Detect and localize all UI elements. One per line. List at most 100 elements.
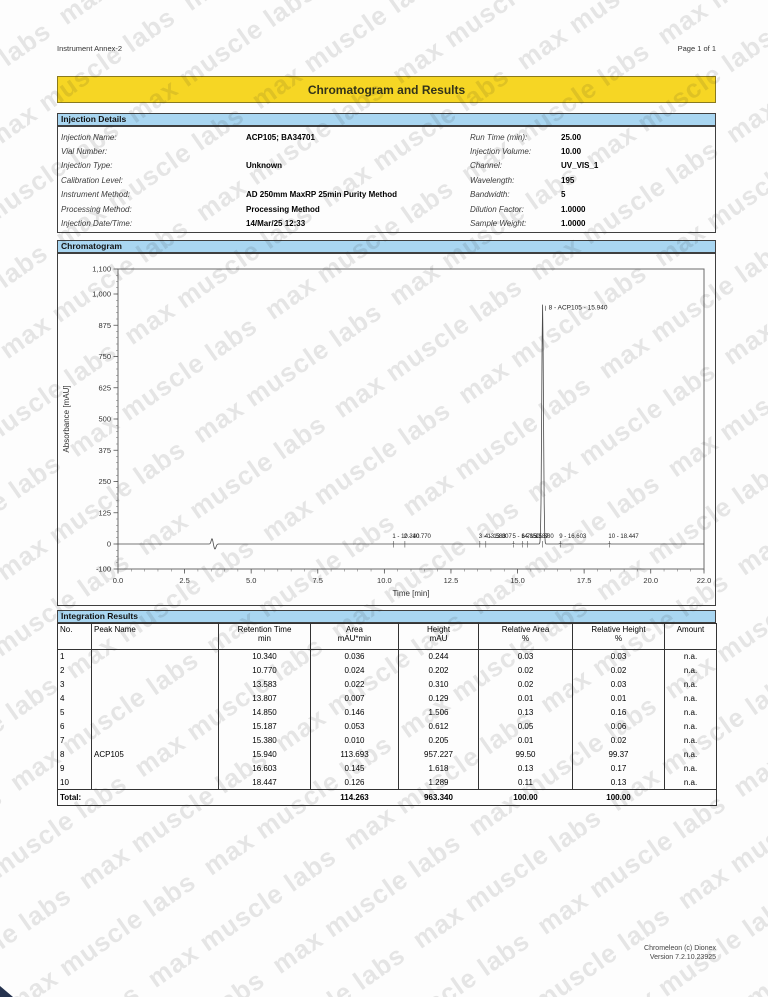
peak-value: 1.618 bbox=[398, 761, 479, 776]
field-value: ACP105; BA34701 bbox=[246, 132, 315, 142]
field-value: Unknown bbox=[246, 161, 282, 171]
peak-value: n.a. bbox=[664, 663, 717, 678]
page-number-label: Page 1 of 1 bbox=[677, 44, 716, 53]
peak-value: n.a. bbox=[664, 761, 717, 776]
peak-name bbox=[91, 649, 219, 664]
x-tick-label: 20.0 bbox=[643, 576, 658, 585]
table-row: 2 10.770 0.024 0.202 0.02 0.02 n.a. bbox=[57, 663, 717, 678]
table-row: 10 18.447 0.126 1.289 0.11 0.13 n.a. bbox=[57, 775, 717, 790]
field-value: 1.0000 bbox=[561, 204, 586, 214]
peak-value: 957.227 bbox=[398, 747, 479, 762]
x-tick-label: 2.5 bbox=[179, 576, 189, 585]
total-value: 100.00 bbox=[572, 789, 665, 806]
injection-detail-row: Instrument Method: AD 250mm MaxRP 25min P… bbox=[61, 188, 461, 202]
peak-name bbox=[91, 705, 219, 720]
table-row: 9 16.603 0.145 1.618 0.13 0.17 n.a. bbox=[57, 761, 717, 776]
peak-value: 13.807 bbox=[218, 691, 311, 706]
peak-value: 1.506 bbox=[398, 705, 479, 720]
peak-label: 10 - 18.447 bbox=[608, 534, 639, 540]
y-tick-label: 1,100 bbox=[92, 265, 111, 274]
field-label: Injection Date/Time: bbox=[61, 219, 133, 229]
field-value: UV_VIS_1 bbox=[561, 161, 599, 171]
peak-name bbox=[91, 733, 219, 748]
field-value: Processing Method bbox=[246, 204, 320, 214]
peak-value: n.a. bbox=[664, 649, 717, 664]
peak-label: 9 - 16.603 bbox=[559, 534, 587, 540]
page-meta: Instrument Annex-2 Page 1 of 1 bbox=[57, 44, 716, 53]
column-header: Area mAU*min bbox=[310, 623, 399, 650]
injection-detail-row: Bandwidth: 5 bbox=[470, 188, 714, 202]
peak-value: n.a. bbox=[664, 719, 717, 734]
field-label: Bandwidth: bbox=[470, 190, 510, 200]
peak-value: 0.01 bbox=[478, 691, 573, 706]
instrument-label: Instrument Annex-2 bbox=[57, 44, 123, 53]
field-label: Channel: bbox=[470, 161, 503, 171]
peak-value: 0.126 bbox=[310, 775, 399, 790]
table-row: 3 13.583 0.022 0.310 0.02 0.03 n.a. bbox=[57, 677, 717, 692]
chromatogram-box: -100 0 125 250 375 500 625 750 875 1,000 1,100 0.0 2… bbox=[57, 253, 716, 606]
total-value: 100.00 bbox=[478, 789, 573, 806]
peak-value: 0.01 bbox=[572, 691, 665, 706]
injection-detail-row: Injection Name: ACP105; BA34701 bbox=[61, 130, 461, 144]
x-tick-label: 15.0 bbox=[510, 576, 525, 585]
y-tick-label: 500 bbox=[98, 415, 111, 424]
column-header: Height mAU bbox=[398, 623, 479, 650]
field-label: Sample Weight: bbox=[470, 219, 527, 229]
total-value: 963.340 bbox=[398, 789, 479, 806]
peak-value: n.a. bbox=[664, 747, 717, 762]
table-row: 6 15.187 0.053 0.612 0.05 0.06 n.a. bbox=[57, 719, 717, 734]
integration-results-table-wrap: No. Peak Name Retention Time min Area mAU*min… bbox=[57, 623, 717, 806]
peak-value: 10.340 bbox=[218, 649, 311, 664]
peak-value: 0.01 bbox=[478, 733, 573, 748]
field-label: Injection Type: bbox=[61, 161, 113, 171]
injection-detail-row: Run Time (min): 25.00 bbox=[470, 130, 714, 144]
table-row: 5 14.850 0.146 1.506 0.13 0.16 n.a. bbox=[57, 705, 717, 720]
peak-value: 0.02 bbox=[572, 733, 665, 748]
peak-value: 1.289 bbox=[398, 775, 479, 790]
peak-value: n.a. bbox=[664, 705, 717, 720]
main-peak-label: 8 - ACP105 - 15.940 bbox=[549, 305, 608, 312]
peak-value: 0.022 bbox=[310, 677, 399, 692]
peak-value: 0.310 bbox=[398, 677, 479, 692]
peak-no: 10 bbox=[57, 775, 92, 790]
x-tick-label: 0.0 bbox=[113, 576, 123, 585]
peak-label: 3 - 13.583 bbox=[479, 534, 507, 540]
x-axis-title: Time [min] bbox=[392, 589, 429, 598]
peak-name bbox=[91, 761, 219, 776]
peak-value: 0.03 bbox=[572, 649, 665, 664]
peak-value: n.a. bbox=[664, 775, 717, 790]
injection-detail-row: Calibration Level: bbox=[61, 173, 461, 187]
peak-value: 0.010 bbox=[310, 733, 399, 748]
peak-value: 13.583 bbox=[218, 677, 311, 692]
table-row: 1 10.340 0.036 0.244 0.03 0.03 n.a. bbox=[57, 649, 717, 664]
y-tick-label: -100 bbox=[96, 565, 111, 574]
peak-value: 0.036 bbox=[310, 649, 399, 664]
peak-value: 0.03 bbox=[572, 677, 665, 692]
peak-label: 4 - 13.807 bbox=[485, 534, 513, 540]
x-tick-label: 22.0 bbox=[697, 576, 712, 585]
field-label: Wavelength: bbox=[470, 175, 515, 185]
peak-value: 0.05 bbox=[478, 719, 573, 734]
peak-name: ACP105 bbox=[91, 747, 219, 762]
injection-detail-row: Sample Weight: 1.0000 bbox=[470, 216, 714, 230]
peak-value: 0.053 bbox=[310, 719, 399, 734]
field-value: AD 250mm MaxRP 25min Purity Method bbox=[246, 190, 398, 200]
column-header: Amount bbox=[664, 623, 717, 650]
peak-value: 0.007 bbox=[310, 691, 399, 706]
x-tick-label: 7.5 bbox=[313, 576, 323, 585]
injection-detail-row: Injection Volume: 10.00 bbox=[470, 144, 714, 158]
peak-label: 6 - 15.187 bbox=[522, 534, 550, 540]
field-value: 1.0000 bbox=[561, 219, 586, 229]
chromatogram-plot: -100 0 125 250 375 500 625 750 875 1,000 1,100 0.0 2… bbox=[62, 265, 712, 599]
peak-value: 0.612 bbox=[398, 719, 479, 734]
y-tick-label: 125 bbox=[98, 508, 111, 517]
y-tick-label: 625 bbox=[98, 383, 111, 392]
table-row: 4 13.807 0.007 0.129 0.01 0.01 n.a. bbox=[57, 691, 717, 706]
y-tick-label: 0 bbox=[107, 540, 111, 549]
peak-value: 14.850 bbox=[218, 705, 311, 720]
peak-value: 99.37 bbox=[572, 747, 665, 762]
peak-value: 15.187 bbox=[218, 719, 311, 734]
field-value: 25.00 bbox=[561, 132, 582, 142]
field-label: Processing Method: bbox=[61, 204, 132, 214]
